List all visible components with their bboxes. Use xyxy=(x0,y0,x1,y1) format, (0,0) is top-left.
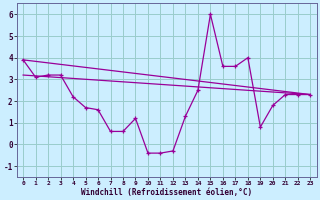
X-axis label: Windchill (Refroidissement éolien,°C): Windchill (Refroidissement éolien,°C) xyxy=(81,188,252,197)
